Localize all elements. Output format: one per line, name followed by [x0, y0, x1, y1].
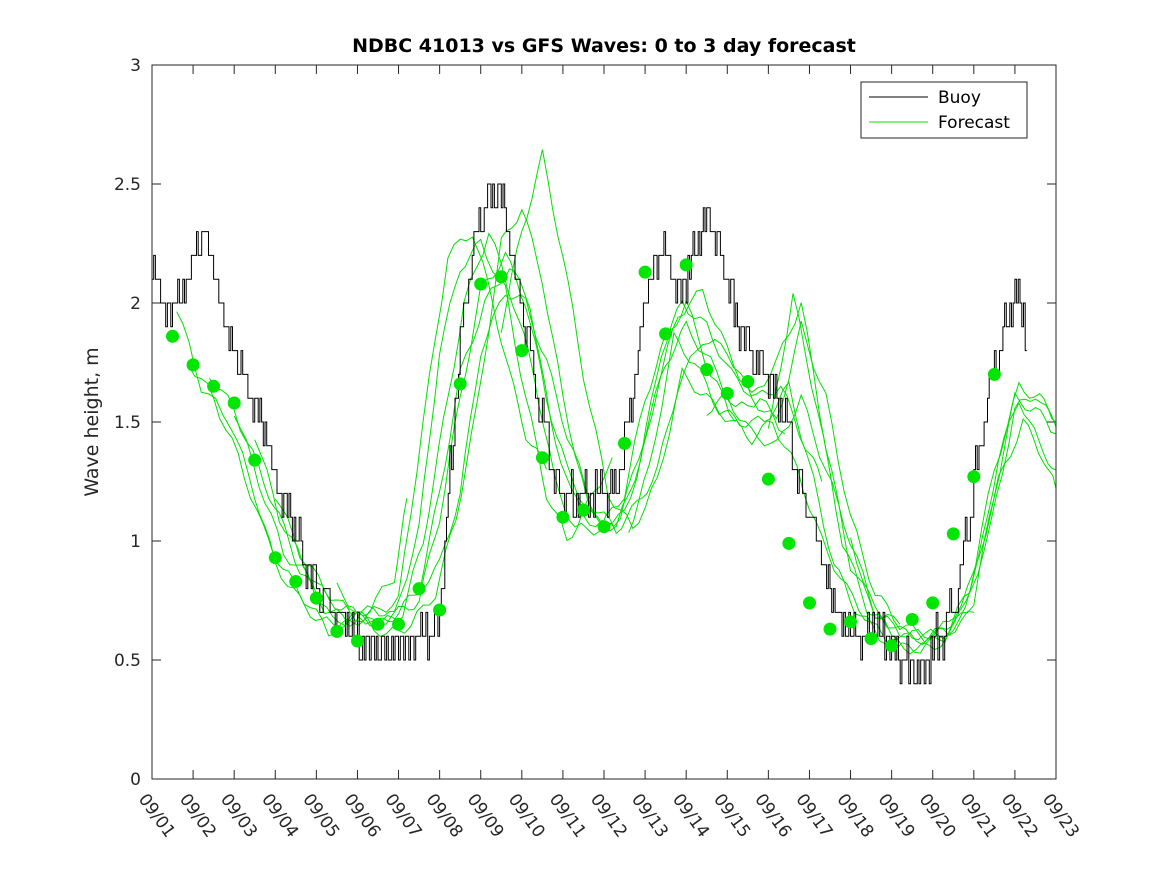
forecast-marker [700, 363, 714, 377]
forecast-marker [268, 551, 282, 565]
forecast-marker [844, 615, 857, 629]
forecast-marker [638, 265, 652, 279]
forecast-marker [248, 453, 262, 467]
forecast-marker [453, 377, 467, 391]
legend: Buoy Forecast [860, 81, 1028, 139]
forecast-marker [987, 367, 1001, 381]
forecast-marker [494, 270, 508, 284]
legend-buoy-label: Buoy [938, 88, 981, 108]
y-tick-label: 2 [130, 294, 141, 314]
forecast-marker [967, 470, 981, 484]
forecast-marker [803, 596, 816, 610]
forecast-marker [926, 596, 940, 610]
forecast-marker [782, 536, 796, 550]
forecast-marker [289, 575, 303, 588]
y-tick-label: 1 [130, 532, 141, 552]
forecast-marker [515, 344, 529, 358]
forecast-marker [577, 503, 590, 517]
forecast-marker [659, 327, 673, 341]
forecast-marker [309, 591, 323, 605]
forecast-markers [166, 258, 1001, 653]
y-tick-label: 1.5 [114, 413, 141, 433]
forecast-series-2 [188, 236, 547, 637]
forecast-series-4 [233, 232, 736, 628]
y-tick-label: 0 [130, 770, 141, 790]
forecast-marker [720, 386, 734, 400]
forecast-marker [412, 582, 426, 596]
forecast-marker [864, 632, 878, 646]
forecast-series-11 [706, 393, 1057, 640]
legend-forecast-label: Forecast [938, 113, 1010, 133]
forecast-marker [946, 527, 960, 541]
plot-frame [151, 64, 1057, 780]
chart-title: NDBC 41013 vs GFS Waves: 0 to 3 day fore… [352, 35, 856, 57]
forecast-marker [371, 617, 385, 631]
forecast-series-12 [767, 293, 1057, 646]
forecast-marker [618, 436, 631, 450]
y-tick-label: 0.5 [114, 651, 141, 671]
forecast-marker [741, 375, 755, 388]
forecast-marker [885, 639, 899, 653]
forecast-marker [186, 358, 200, 372]
forecast-marker [207, 379, 221, 393]
forecast-marker [227, 396, 241, 410]
y-tick-labels: 0 0.5 1 1.5 2 2.5 3 [114, 56, 141, 790]
forecast-marker [330, 624, 344, 638]
y-tick-label: 2.5 [114, 175, 141, 195]
forecast-marker [351, 634, 364, 648]
forecast-series-10 [628, 331, 1057, 655]
forecast-series-3 [209, 238, 613, 628]
forecast-marker [535, 451, 549, 465]
forecast-lines [176, 149, 1057, 655]
forecast-marker [433, 603, 447, 617]
forecast-marker [905, 613, 919, 626]
forecast-marker [392, 617, 405, 631]
forecast-marker [474, 277, 488, 291]
legend-box [860, 81, 1028, 139]
forecast-marker [679, 258, 693, 272]
forecast-marker [823, 622, 837, 636]
forecast-marker [556, 510, 570, 524]
forecast-marker [166, 329, 179, 343]
y-tick-label: 3 [130, 56, 141, 76]
forecast-series-13 [850, 391, 1057, 641]
y-axis-label: Wave height, m [81, 347, 103, 496]
forecast-marker [761, 472, 775, 486]
forecast-marker [597, 520, 611, 534]
